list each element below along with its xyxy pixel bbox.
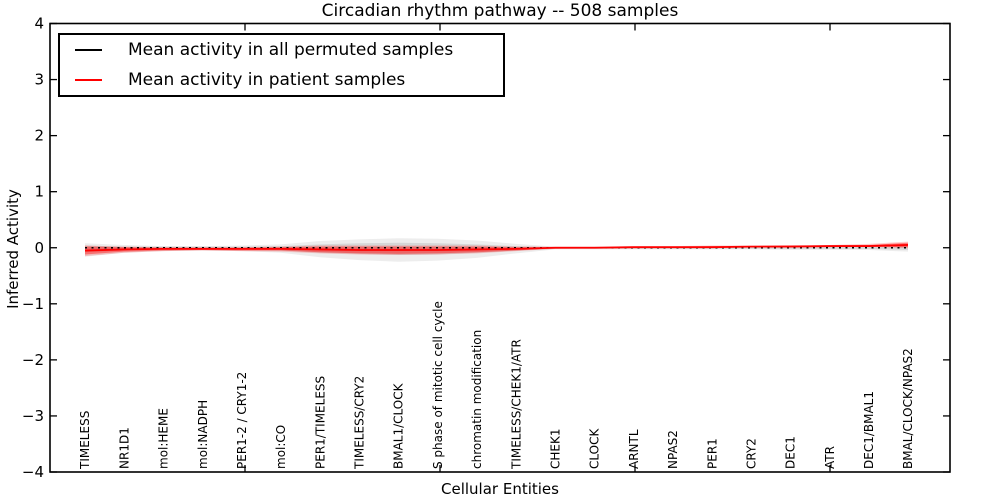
legend: Mean activity in all permuted samples Me… — [58, 33, 505, 97]
x-category-label: CRY2 — [744, 438, 758, 469]
legend-entry-permuted: Mean activity in all permuted samples — [60, 36, 503, 64]
legend-label-permuted: Mean activity in all permuted samples — [128, 40, 454, 61]
x-category-label: NR1D1 — [117, 427, 131, 469]
legend-entry-patient: Mean activity in patient samples — [60, 66, 503, 94]
x-category-label: TIMELESS/CHEK1/ATR — [509, 339, 523, 470]
x-category-label: DEC1 — [784, 436, 798, 469]
y-tick-label: 2 — [34, 127, 44, 145]
x-category-label: mol:CO — [274, 425, 288, 469]
y-tick-label: 3 — [34, 71, 44, 89]
x-category-label: BMAL1/CLOCK — [392, 382, 406, 469]
x-category-label: ARNTL — [627, 429, 641, 469]
x-category-label: mol:NADPH — [196, 400, 210, 469]
y-tick-label: −3 — [22, 407, 44, 425]
series-line-1 — [84, 244, 909, 252]
legend-label-patient: Mean activity in patient samples — [128, 69, 406, 90]
y-tick-label: −1 — [22, 295, 44, 313]
x-category-label: CHEK1 — [548, 429, 562, 470]
chart-title: Circadian rhythm pathway -- 508 samples — [321, 1, 679, 21]
x-category-label: BMAL/CLOCK/NPAS2 — [901, 348, 915, 469]
x-category-label: TIMELESS — [78, 411, 92, 470]
x-category-label: CLOCK — [588, 428, 602, 469]
y-tick-label: −4 — [22, 463, 44, 481]
y-tick-label: 0 — [34, 239, 44, 257]
patient-line-swatch — [75, 78, 102, 81]
x-category-label: chromatin modification — [470, 330, 484, 469]
y-tick-label: 1 — [34, 183, 44, 201]
x-category-label: PER1-2 / CRY1-2 — [235, 372, 249, 469]
x-category-label: DEC1/BMAL1 — [862, 391, 876, 469]
y-tick-label: 4 — [34, 15, 44, 33]
x-category-label: NPAS2 — [666, 430, 680, 469]
x-category-label: PER1 — [705, 438, 719, 469]
y-tick-label: −2 — [22, 351, 44, 369]
x-axis-title: Cellular Entities — [441, 480, 559, 498]
x-category-label: mol:HEME — [157, 408, 171, 469]
x-category-label: S phase of mitotic cell cycle — [431, 301, 445, 469]
y-axis-title: Inferred Activity — [4, 189, 22, 309]
x-category-label: PER1/TIMELESS — [313, 376, 327, 469]
x-category-label: ATR — [823, 446, 837, 469]
permuted-line-swatch — [75, 49, 102, 52]
x-category-label: TIMELESS/CRY2 — [353, 376, 367, 470]
